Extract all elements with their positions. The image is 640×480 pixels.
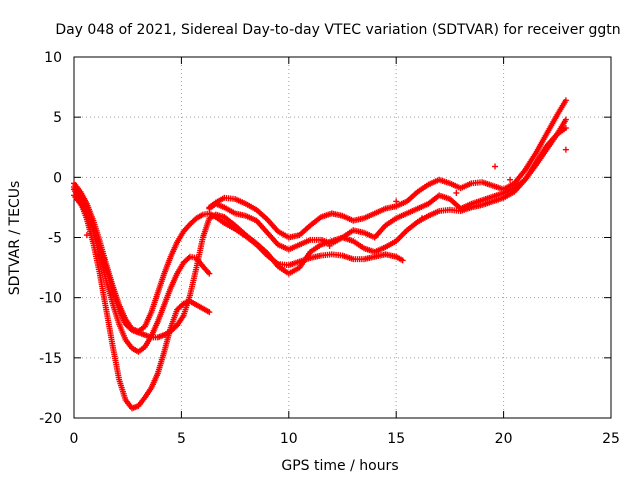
data-point (562, 124, 569, 131)
data-point (185, 254, 192, 261)
y-tick-label: 5 (53, 110, 62, 126)
y-tick-label: -20 (39, 411, 62, 427)
x-tick-label: 5 (177, 431, 186, 447)
x-tick-label: 10 (280, 431, 298, 447)
data-point (393, 198, 400, 205)
data-point (101, 256, 108, 263)
x-tick-label: 0 (70, 431, 79, 447)
y-tick-label: 0 (53, 170, 62, 186)
data-points (71, 97, 569, 412)
axis-ticks: 0 5 10 15 20 25 -20 -15 -10 -5 0 5 10 (39, 50, 620, 447)
x-axis-label: GPS time / hours (281, 458, 398, 474)
x-tick-label: 15 (387, 431, 405, 447)
data-point (418, 215, 425, 222)
data-point (507, 176, 514, 183)
x-tick-label: 20 (495, 431, 513, 447)
data-point (562, 146, 569, 153)
data-point (562, 97, 569, 104)
data-point (206, 309, 213, 316)
data-point (453, 189, 460, 196)
data-point (206, 270, 213, 277)
data-point (399, 257, 406, 264)
y-tick-label: -10 (39, 291, 62, 307)
x-tick-label: 25 (602, 431, 620, 447)
y-tick-label: -5 (48, 231, 62, 247)
data-point (326, 242, 333, 249)
y-axis-label: SDTVAR / TECUs (7, 181, 23, 296)
y-tick-label: -15 (39, 351, 62, 367)
y-tick-label: 10 (44, 50, 62, 66)
data-point (562, 116, 569, 123)
data-point (492, 163, 499, 170)
chart-title: Day 048 of 2021, Sidereal Day-to-day VTE… (55, 22, 620, 38)
data-point (83, 232, 90, 239)
